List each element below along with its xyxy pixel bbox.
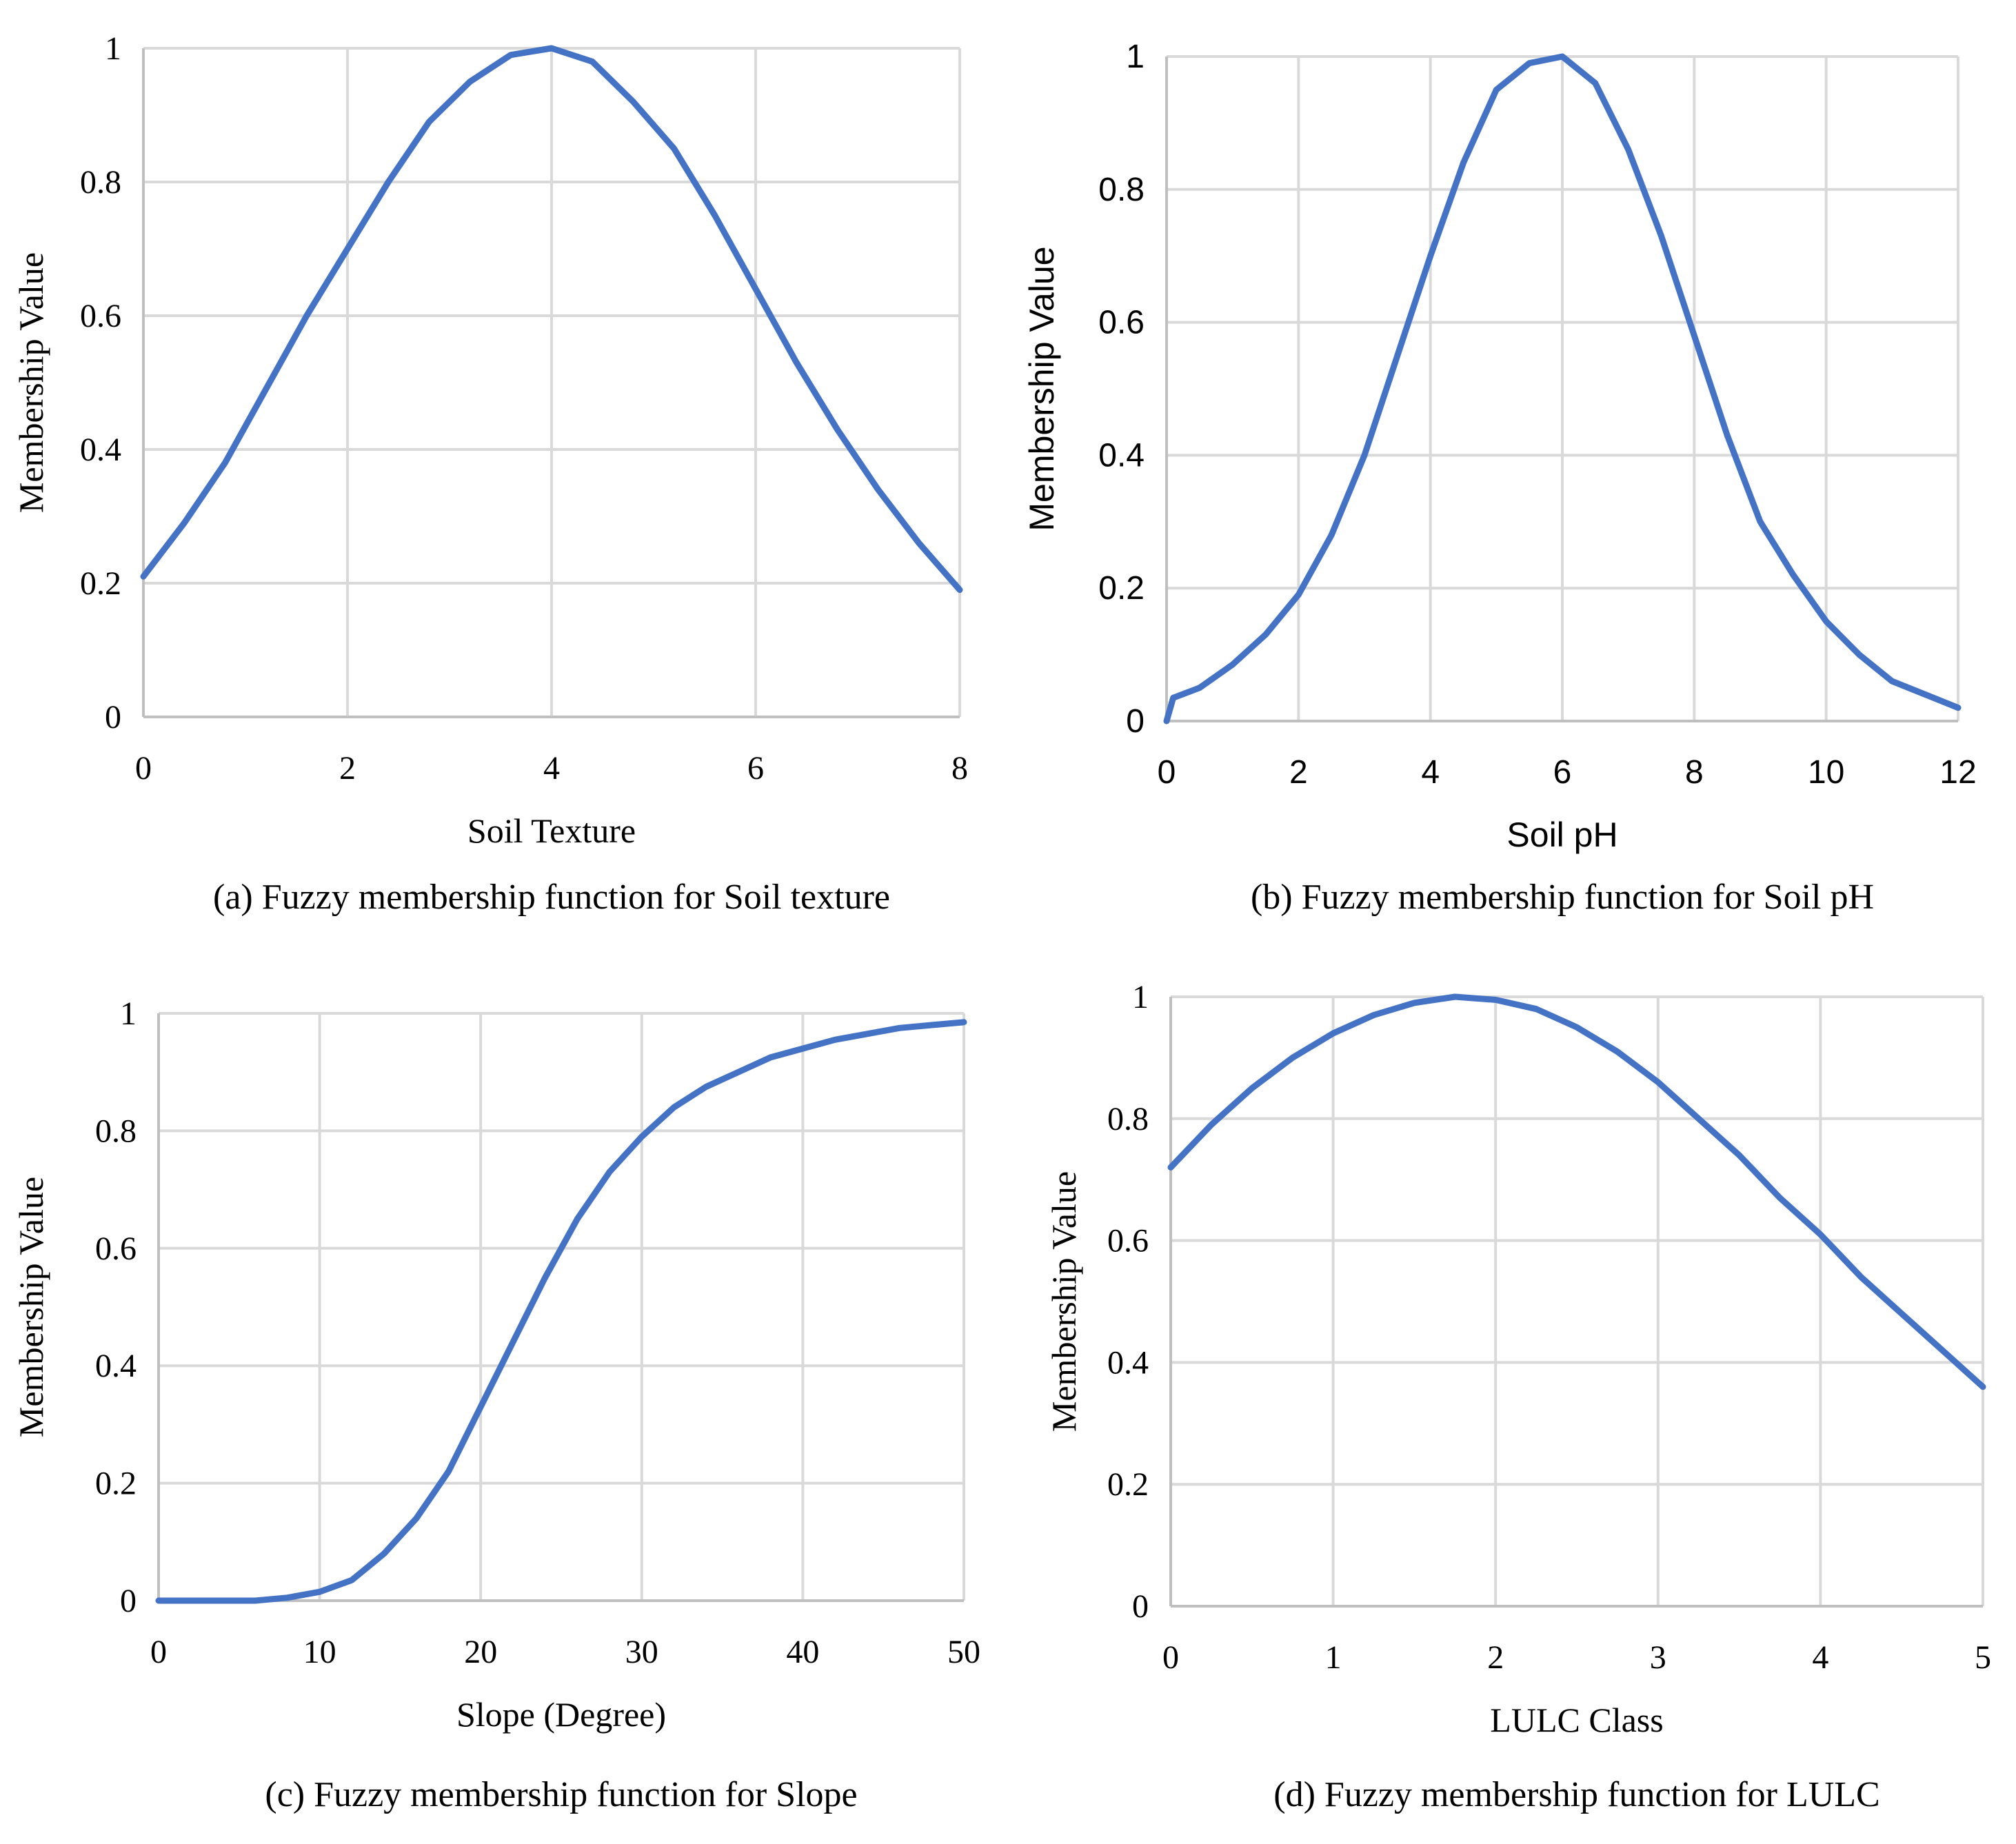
chart-caption: (b) Fuzzy membership function for Soil p… — [1251, 878, 1874, 917]
y-tick-label: 0 — [105, 699, 121, 736]
x-tick-label: 4 — [1812, 1639, 1828, 1676]
x-tick-label: 0 — [1162, 1639, 1179, 1676]
x-tick-label: 0 — [150, 1634, 167, 1670]
y-tick-label: 0.4 — [80, 432, 121, 468]
chart-caption: (d) Fuzzy membership function for LULC — [1273, 1775, 1879, 1814]
y-tick-label: 1 — [1132, 979, 1149, 1015]
y-tick-label: 1 — [105, 30, 121, 67]
y-tick-label: 0.2 — [80, 565, 121, 602]
x-tick-label: 5 — [1975, 1639, 1991, 1676]
y-tick-label: 0 — [120, 1583, 137, 1619]
y-axis-title: Membership Value — [12, 252, 50, 513]
gridlines — [159, 1012, 965, 1601]
y-tick-label: 0.2 — [1098, 570, 1145, 607]
chart-caption: (c) Fuzzy membership function for Slope — [265, 1775, 857, 1814]
y-tick-label: 0.6 — [80, 298, 121, 334]
x-tick-label: 6 — [1553, 754, 1572, 791]
series-line-b — [1163, 53, 1962, 725]
x-tick-label: 2 — [339, 750, 356, 787]
gridlines — [1167, 55, 1959, 721]
y-tick-label: 0.2 — [1107, 1466, 1149, 1503]
series-line-a — [140, 45, 963, 594]
x-axis-title: Soil Texture — [467, 811, 636, 850]
chart-panel-c: 0 10 20 30 40 50 0 0.2 0.4 0.6 0.8 1 Slope (Degree) M… — [12, 995, 980, 1814]
x-tick-label: 10 — [1808, 754, 1844, 791]
x-axis-title: Soil pH — [1506, 815, 1617, 854]
x-tick-label: 50 — [947, 1634, 980, 1670]
x-axis-title: Slope (Degree) — [456, 1695, 666, 1734]
x-axis-title: LULC Class — [1490, 1701, 1663, 1739]
y-tick-label: 0.4 — [95, 1348, 137, 1384]
x-tick-label: 2 — [1487, 1639, 1504, 1676]
x-tick-label: 1 — [1325, 1639, 1342, 1676]
series-line-d — [1167, 993, 1986, 1390]
y-tick-label: 0.8 — [1107, 1101, 1149, 1137]
x-tick-label: 0 — [135, 750, 152, 787]
y-tick-label: 1 — [120, 995, 137, 1032]
x-tick-label: 4 — [543, 750, 560, 787]
x-tick-label: 12 — [1939, 754, 1976, 791]
x-tick-label: 6 — [747, 750, 764, 787]
chart-panel-d: 0 1 2 3 4 5 0 0.2 0.4 0.6 0.8 1 LULC Class Membership… — [1045, 979, 1991, 1814]
y-axis-title: Membership Value — [12, 1177, 50, 1437]
y-tick-label: 0.8 — [80, 164, 121, 201]
y-axis-title: Membership Value — [1045, 1171, 1083, 1432]
y-tick-label: 0 — [1126, 703, 1145, 740]
x-tick-label: 30 — [625, 1634, 658, 1670]
chart-caption: (a) Fuzzy membership function for Soil t… — [213, 878, 890, 917]
chart-panel-b: 0 2 4 6 8 10 12 0 0.2 0.4 0.6 0.8 1 Soil pH Membership… — [1022, 39, 1977, 917]
y-tick-label: 0.6 — [1098, 305, 1145, 341]
x-tick-label: 10 — [303, 1634, 336, 1670]
x-tick-label: 40 — [786, 1634, 819, 1670]
x-tick-label: 20 — [464, 1634, 497, 1670]
x-tick-label: 3 — [1650, 1639, 1666, 1676]
y-tick-label: 0.6 — [1107, 1223, 1149, 1259]
chart-panel-a: 0 2 4 6 8 0 0.2 0.4 0.6 0.8 1 Soil Texture Membershi… — [12, 30, 968, 917]
x-tick-label: 2 — [1289, 754, 1308, 791]
y-tick-label: 0.8 — [95, 1113, 137, 1149]
y-tick-label: 0.2 — [95, 1466, 137, 1502]
y-tick-label: 0.8 — [1098, 172, 1145, 208]
x-tick-label: 4 — [1421, 754, 1440, 791]
y-tick-label: 0.6 — [95, 1230, 137, 1267]
y-tick-label: 0 — [1132, 1588, 1149, 1625]
y-tick-label: 1 — [1126, 39, 1145, 75]
y-tick-label: 0.4 — [1107, 1344, 1149, 1381]
series-line-c — [155, 1019, 967, 1604]
x-tick-label: 8 — [1685, 754, 1704, 791]
y-axis-title: Membership Value — [1022, 246, 1061, 531]
y-tick-label: 0.4 — [1098, 437, 1145, 474]
gridlines — [143, 47, 961, 717]
gridlines — [1171, 995, 1984, 1606]
x-tick-label: 8 — [951, 750, 968, 787]
x-tick-label: 0 — [1158, 754, 1176, 791]
